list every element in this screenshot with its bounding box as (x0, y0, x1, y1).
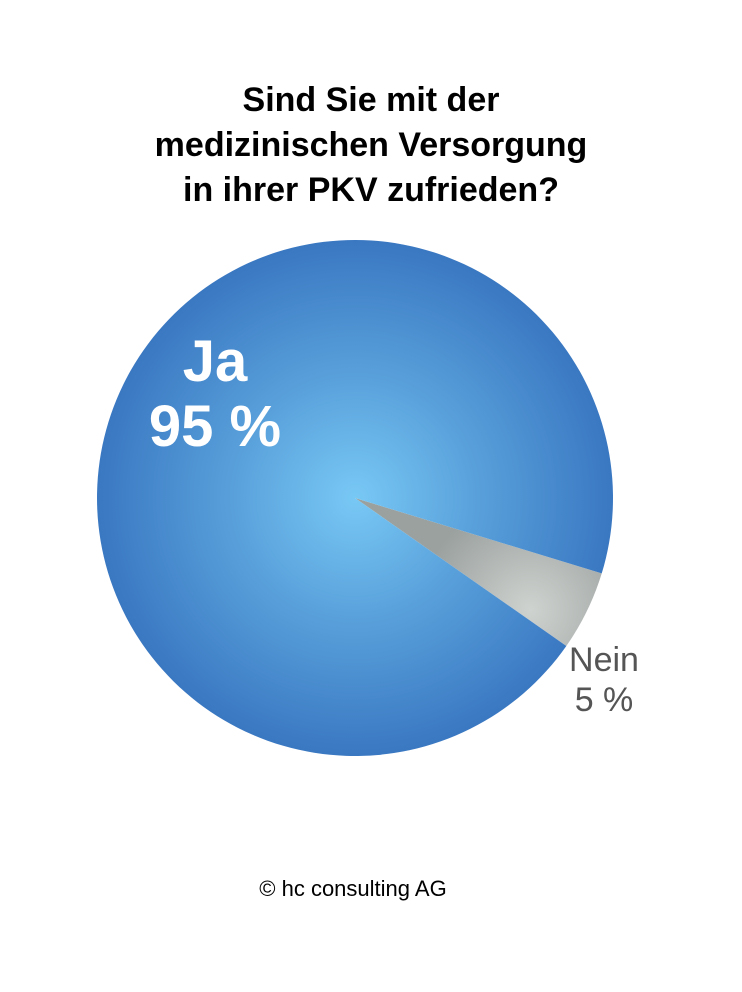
slice-label-ja: Ja 95 % (110, 329, 320, 460)
value-label: 95 % (148, 393, 282, 459)
chart-title-line: medizinischen Versorgung (154, 126, 588, 164)
copyright-notice: © hc consulting AG (259, 876, 447, 901)
chart-title-line: Sind Sie mit der (242, 81, 500, 119)
slice-label-nein: Nein 5 % (548, 640, 660, 720)
chart-title-line: in ihrer PKV zufrieden? (183, 171, 559, 209)
pie-slice-ja (97, 239, 614, 756)
chart-title: Sind Sie mit der medizinischen Versorgun… (0, 78, 742, 213)
category-label: Nein (569, 641, 639, 679)
category-label: Ja (182, 329, 248, 394)
pie-slice-nein (355, 498, 602, 646)
value-label: 5 % (574, 681, 634, 719)
